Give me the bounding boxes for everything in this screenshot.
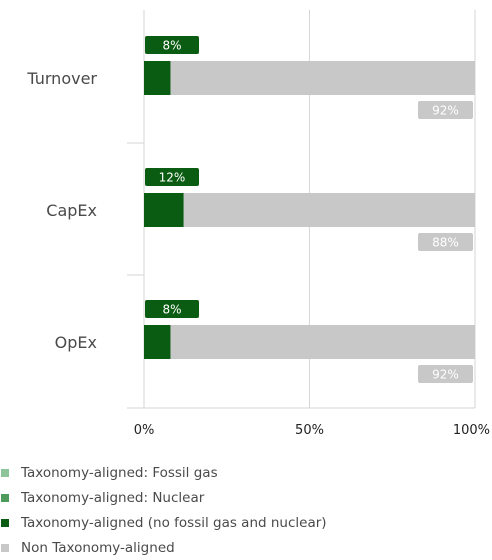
category-label-turnover: Turnover [26,69,97,88]
bar-capex-non-taxonomy-aligned [183,193,475,227]
bar-capex-taxonomy-aligned-no-fossil-gas-and-nuclear [144,193,184,227]
x-tick-label-100: 100% [453,423,490,438]
legend-item-fossil-gas: Taxonomy-aligned: Fossil gas [0,463,218,483]
x-tick-label-50: 50% [295,423,324,438]
legend-label-non-aligned: Non Taxonomy-aligned [21,540,175,556]
data-label-aligned-turnover: 8% [162,39,181,53]
data-label-bg-aligned-opex [145,300,199,318]
x-tick-label-0: 0% [134,423,155,438]
legend-item-nuclear: Taxonomy-aligned: Nuclear [0,488,204,508]
legend-swatch-fossil-gas [1,469,9,477]
data-label-bg-non-aligned-capex [418,233,473,251]
data-label-aligned-opex: 8% [162,303,181,317]
legend-swatch-nuclear [1,494,9,502]
bar-turnover-non-taxonomy-aligned [170,61,476,95]
data-label-bg-aligned-capex [145,168,199,186]
data-label-bg-non-aligned-opex [418,365,473,383]
legend-label-fossil-gas: Taxonomy-aligned: Fossil gas [21,465,218,481]
bar-opex-non-taxonomy-aligned [170,325,476,359]
data-label-bg-aligned-turnover [145,36,199,54]
legend-item-aligned-other: Taxonomy-aligned (no fossil gas and nucl… [0,513,327,533]
legend-item-non-aligned: Non Taxonomy-aligned [0,538,175,558]
bar-opex-taxonomy-aligned-no-fossil-gas-and-nuclear [144,325,171,359]
category-label-opex: OpEx [55,333,97,352]
chart-plot: Turnover 8% 92% CapEx 12% 88% OpEx 8% 92% 0% 50% 10… [26,10,490,438]
data-label-non-aligned-capex: 88% [432,236,459,250]
legend-label-aligned-other: Taxonomy-aligned (no fossil gas and nucl… [21,515,327,531]
data-label-aligned-capex: 12% [159,171,186,185]
category-label-capex: CapEx [46,201,97,220]
legend-label-nuclear: Taxonomy-aligned: Nuclear [21,490,205,506]
legend-swatch-non-aligned [1,544,9,552]
legend-swatch-aligned-other [1,519,9,527]
data-label-bg-non-aligned-turnover [418,101,473,119]
data-label-non-aligned-turnover: 92% [432,104,459,118]
bar-turnover-taxonomy-aligned-no-fossil-gas-and-nuclear [144,61,171,95]
data-label-non-aligned-opex: 92% [432,368,459,382]
